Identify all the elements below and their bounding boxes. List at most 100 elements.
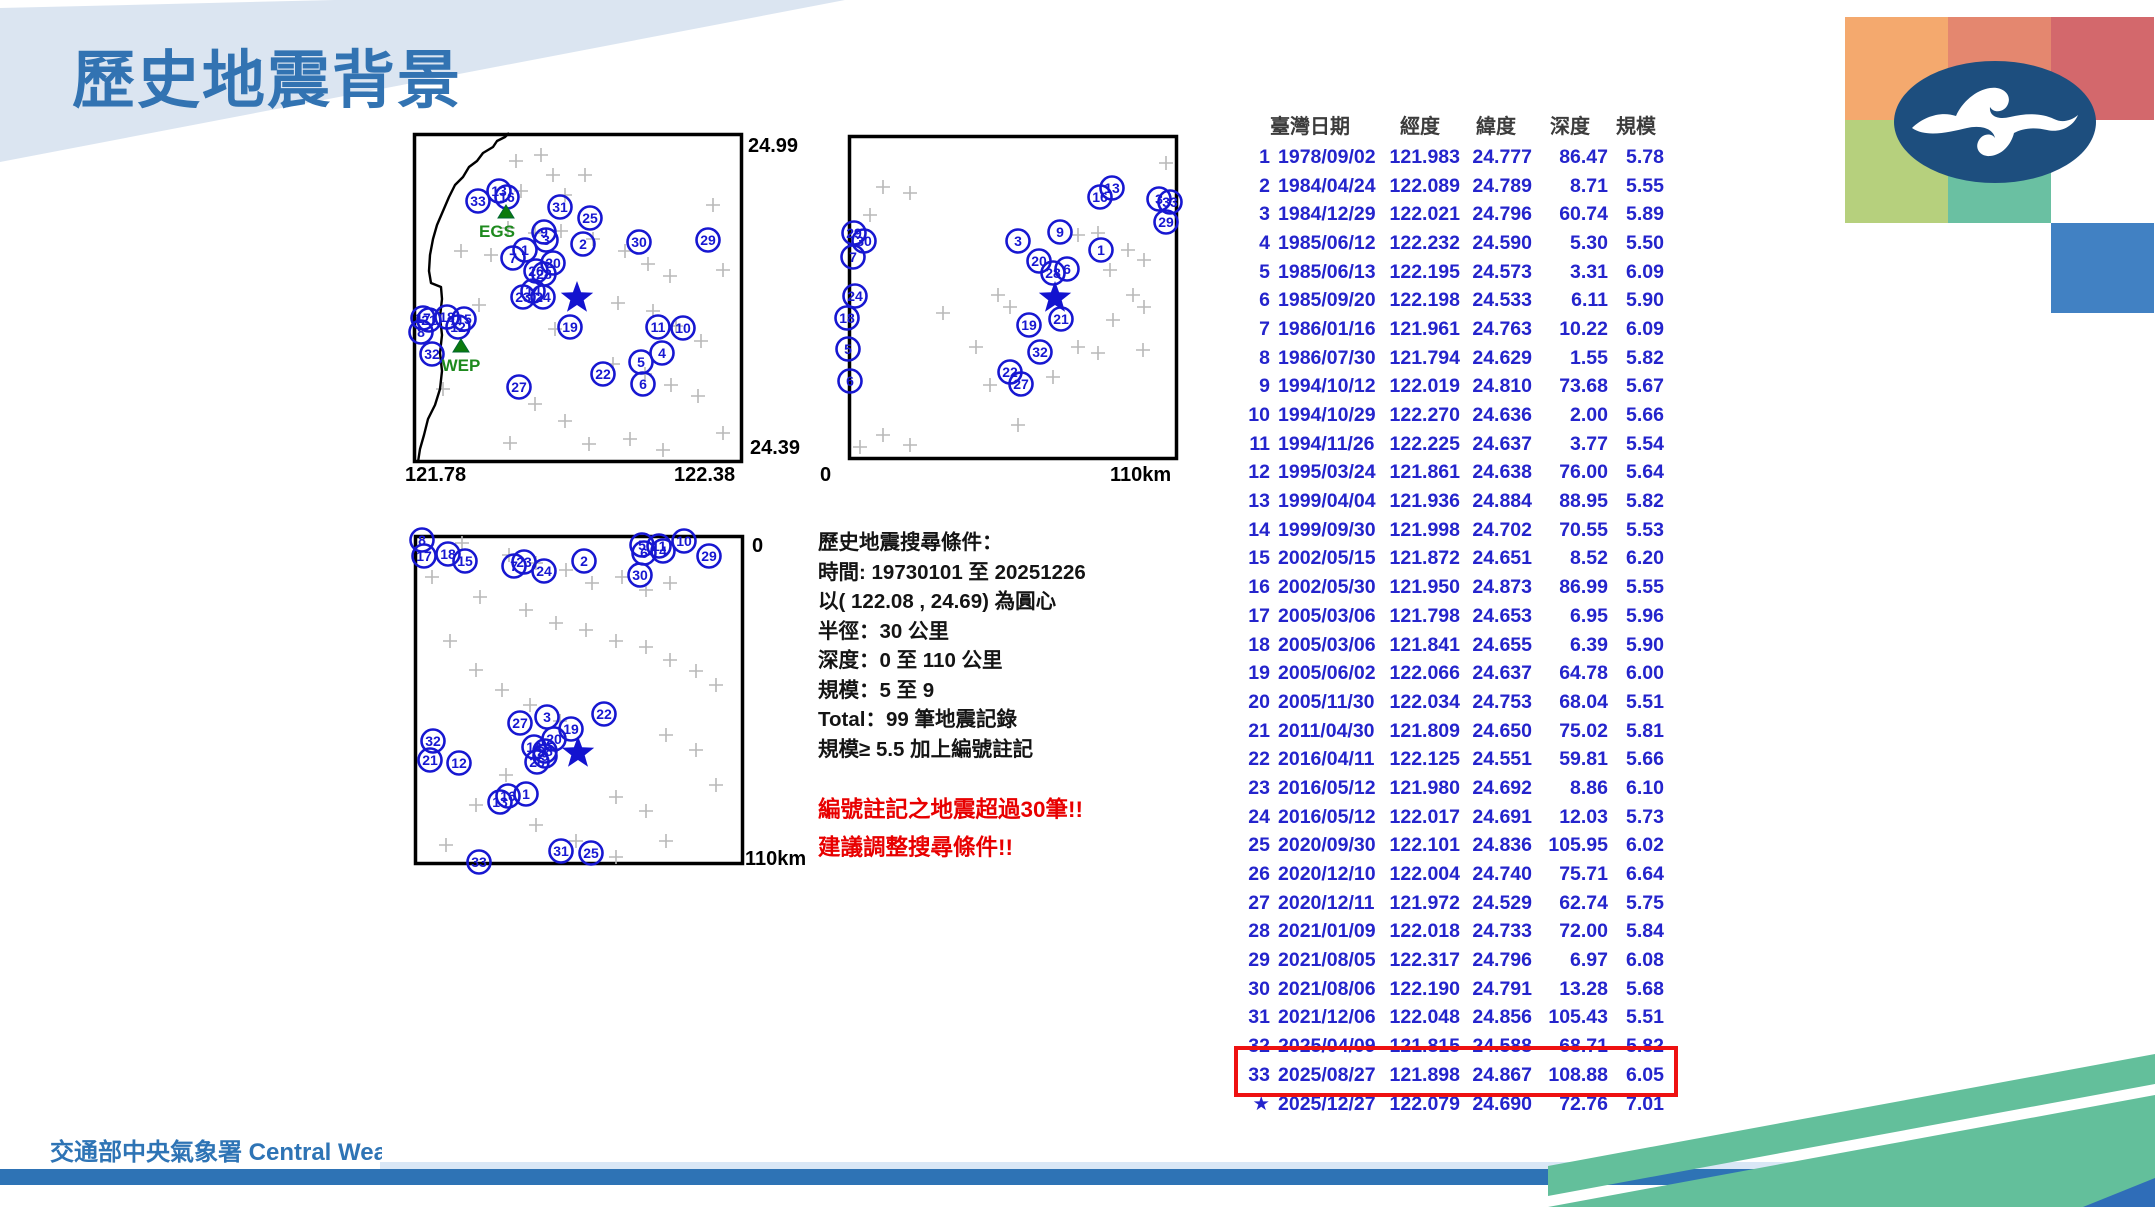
- event-number: 19: [562, 319, 578, 335]
- table-row: 11 1994/11/26 122.225 24.637 3.77 5.54: [1240, 430, 1664, 459]
- table-cell: 8.71: [1570, 174, 1608, 197]
- small-event-plus-marker: [425, 570, 439, 584]
- numbered-event-circle: [532, 738, 558, 764]
- event-number: 6: [640, 545, 648, 561]
- table-cell: 2021/12/06: [1278, 1006, 1376, 1029]
- numbered-event-circle: [1027, 339, 1053, 365]
- condition-line: Total：99 筆地震記錄: [818, 708, 1017, 731]
- table-cell: 6.11: [1571, 289, 1608, 312]
- table-row: 13 1999/04/04 121.936 24.884 88.95 5.82: [1240, 487, 1664, 516]
- table-cell: 72.00: [1559, 920, 1608, 943]
- table-cell: 122.101: [1389, 834, 1461, 857]
- table-row: 9 1994/10/12 122.019 24.810 73.68 5.67: [1240, 373, 1664, 402]
- numbered-event-circle: [1099, 175, 1125, 201]
- table-cell: 24: [1248, 805, 1270, 828]
- table-cell: 1986/07/30: [1278, 346, 1376, 369]
- numbered-event-circle: [670, 315, 696, 341]
- table-cell: 2021/01/09: [1278, 920, 1376, 943]
- table-cell: 6.00: [1626, 662, 1664, 685]
- table-cell: 105.95: [1548, 834, 1608, 857]
- table-cell: 24.573: [1472, 260, 1532, 283]
- event-number: 17: [416, 548, 432, 564]
- event-number: 1: [522, 786, 530, 802]
- event-number: 29: [700, 232, 716, 248]
- numbered-event-circle: [446, 750, 472, 776]
- event-number: 11: [652, 538, 667, 554]
- event-number: 31: [552, 199, 568, 215]
- event-number: 6: [639, 376, 647, 392]
- numbered-event-circle: [419, 341, 445, 367]
- table-cell: 5.90: [1626, 633, 1664, 656]
- small-event-plus-marker: [623, 432, 637, 446]
- numbered-event-circle: [695, 227, 721, 253]
- table-cell: 6.10: [1626, 776, 1664, 799]
- table-cell: 122.017: [1389, 805, 1461, 828]
- table-cell: 24.796: [1472, 203, 1532, 226]
- header-date: 臺灣日期: [1270, 115, 1350, 138]
- table-cell: 24.884: [1472, 490, 1532, 513]
- event-number: 7: [509, 250, 517, 266]
- table-cell: 24.655: [1472, 633, 1532, 656]
- condition-line: 歷史地震搜尋條件：: [818, 531, 1003, 554]
- event-number: 33: [471, 854, 487, 870]
- numbered-event-circle: [1040, 260, 1066, 286]
- table-cell: 121.972: [1389, 891, 1461, 914]
- event-number: 16: [1092, 189, 1108, 205]
- table-cell: 1984/12/29: [1278, 203, 1376, 226]
- table-row: 30 2021/08/06 122.190 24.791 13.28 5.68: [1240, 975, 1664, 1004]
- numbered-event-circle: [486, 178, 512, 204]
- table-cell: 121.794: [1389, 346, 1461, 369]
- numbered-event-circle: [1146, 186, 1172, 212]
- table-cell: 8: [1259, 346, 1270, 369]
- event-number: 25: [582, 210, 598, 226]
- table-cell: 64.78: [1559, 662, 1608, 685]
- event-number: 27: [512, 715, 528, 731]
- table-cell: 2: [1259, 174, 1270, 197]
- small-event-plus-marker: [503, 436, 517, 450]
- event-number: 6: [1063, 261, 1071, 277]
- numbered-event-circle: [570, 231, 596, 257]
- table-cell: 121.950: [1389, 576, 1461, 599]
- condition-line: 深度：0 至 110 公里: [818, 649, 1003, 672]
- table-cell: 2005/03/06: [1278, 633, 1376, 656]
- table-cell: 5.55: [1626, 174, 1664, 197]
- table-cell: 24.636: [1472, 404, 1532, 427]
- event-number: 8: [418, 532, 426, 548]
- table-cell: 6.09: [1626, 317, 1664, 340]
- table-cell: 24.789: [1472, 174, 1532, 197]
- small-event-plus-marker: [853, 440, 867, 454]
- table-row: 12 1995/03/24 121.861 24.638 76.00 5.64: [1240, 459, 1664, 488]
- table-cell: 122.195: [1389, 260, 1461, 283]
- station-label: EGS: [479, 222, 515, 241]
- numbered-event-circle: [696, 543, 722, 569]
- table-cell: 30: [1248, 977, 1270, 1000]
- table-cell: 122.190: [1389, 977, 1461, 1000]
- map1-lat-bottom-label: 24.39: [750, 437, 801, 459]
- table-cell: 24.753: [1472, 690, 1532, 713]
- condition-line: 半徑：30 公里: [818, 619, 949, 643]
- event-number: 21: [1053, 311, 1069, 327]
- small-event-plus-marker: [716, 426, 730, 440]
- numbered-event-circle: [842, 283, 868, 309]
- small-event-plus-marker: [1136, 343, 1150, 357]
- table-cell: 5.89: [1626, 203, 1664, 226]
- event-number: 15: [457, 553, 473, 569]
- table-cell: 5.84: [1626, 920, 1664, 943]
- small-event-plus-marker: [1126, 288, 1140, 302]
- event-number: 9: [541, 748, 549, 764]
- map1-lon-right-label: 122.38: [674, 464, 736, 486]
- event-number: 5: [637, 354, 645, 370]
- table-cell: 24.733: [1472, 920, 1532, 943]
- table-cell: 24.590: [1472, 231, 1532, 254]
- table-cell: 5.67: [1626, 375, 1664, 398]
- table-cell: 24.740: [1472, 863, 1532, 886]
- small-event-plus-marker: [509, 154, 523, 168]
- numbered-event-circle: [547, 194, 573, 220]
- table-cell: 122.004: [1389, 863, 1461, 886]
- small-event-plus-marker: [469, 798, 483, 812]
- table-cell: 10.22: [1559, 317, 1608, 340]
- warning-line: 建議調整搜尋條件!!: [818, 835, 1013, 860]
- small-event-plus-marker: [501, 221, 515, 235]
- numbered-event-circle: [434, 304, 460, 330]
- event-number: 23: [516, 554, 532, 570]
